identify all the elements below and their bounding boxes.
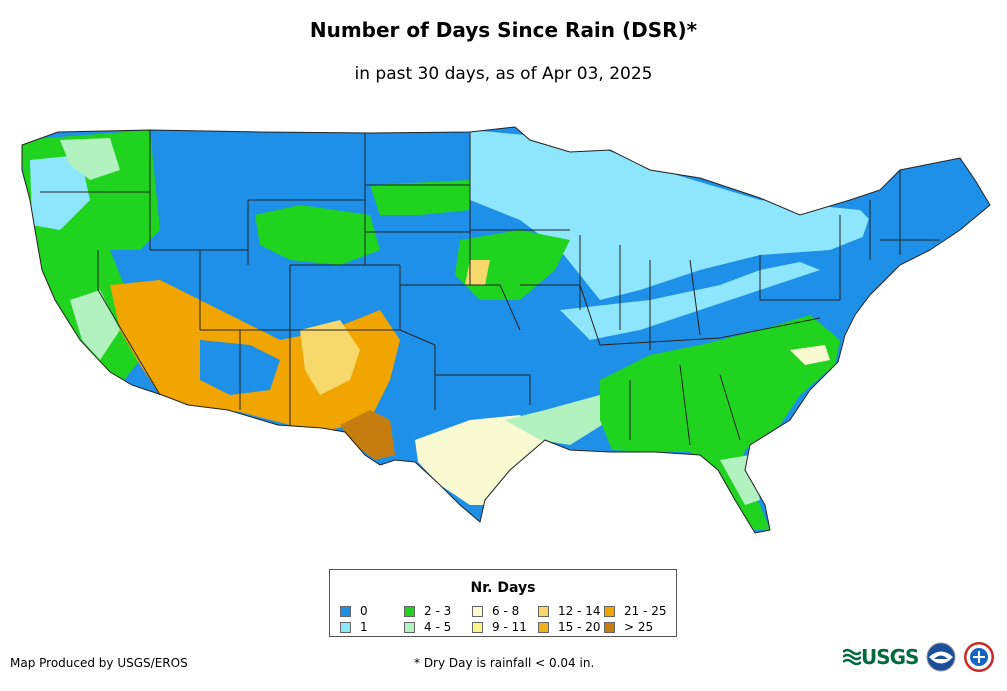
legend-swatch <box>404 621 415 633</box>
legend-label: 2 - 3 <box>424 604 452 618</box>
precipitation-fill <box>22 127 990 533</box>
legend-item-15-20: 15 - 20 <box>538 620 601 634</box>
legend-swatch <box>472 605 483 617</box>
legend-label: 0 <box>360 604 368 618</box>
legend-label: 21 - 25 <box>624 604 667 618</box>
footnote-text: * Dry Day is rainfall < 0.04 in. <box>414 656 595 670</box>
zone-2-3-dakotas <box>370 180 470 215</box>
legend-item-gt-25: > 25 <box>604 620 653 634</box>
legend-swatch <box>538 605 549 617</box>
legend-item-1: 1 <box>340 620 368 634</box>
logo-group: USGS <box>843 640 995 674</box>
zone-6-8-south-texas <box>415 415 545 505</box>
legend-label: > 25 <box>624 620 654 634</box>
noaa-logo-icon <box>926 642 956 672</box>
zone-4-5-louisiana <box>505 395 610 445</box>
nws-logo-icon <box>964 642 995 672</box>
legend-item-21-25: 21 - 25 <box>604 604 667 618</box>
legend-item-4-5: 4 - 5 <box>404 620 451 634</box>
zone-6-8-virginia <box>790 345 830 365</box>
zone-2-3-wyoming <box>255 205 380 265</box>
zone-1-day-band <box>560 262 820 340</box>
map-subtitle: in past 30 days, as of Apr 03, 2025 <box>354 64 653 84</box>
state-borders <box>21 126 991 534</box>
legend-swatch <box>472 621 483 633</box>
zone-12-14-iowa <box>465 260 490 285</box>
legend-label: 6 - 8 <box>492 604 520 618</box>
legend-item-12-14: 12 - 14 <box>538 604 601 618</box>
legend-label: 1 <box>360 620 368 634</box>
legend-swatch <box>604 605 615 617</box>
legend-label: 9 - 11 <box>492 620 527 634</box>
map-title: Number of Days Since Rain (DSR)* <box>309 18 698 42</box>
usgs-logo: USGS <box>843 645 919 669</box>
zone-4-5-washington <box>60 138 120 180</box>
legend-item-0: 0 <box>340 604 368 618</box>
zone-2-3-southeast <box>600 315 840 530</box>
legend-swatch <box>404 605 415 617</box>
usgs-wave-icon <box>843 648 861 666</box>
legend-swatch <box>340 621 351 633</box>
legend-item-9-11: 9 - 11 <box>472 620 527 634</box>
legend-label: 4 - 5 <box>424 620 452 634</box>
credit-text: Map Produced by USGS/EROS <box>10 656 188 670</box>
legend-swatch <box>538 621 549 633</box>
legend-label: 12 - 14 <box>558 604 601 618</box>
zone-1-day-north <box>470 130 880 300</box>
legend-item-2-3: 2 - 3 <box>404 604 451 618</box>
zone-gt25-west-texas <box>340 410 395 460</box>
legend-title: Nr. Days <box>470 580 536 596</box>
zone-4-5-california <box>70 290 120 360</box>
legend-label: 15 - 20 <box>558 620 601 634</box>
legend-swatch <box>340 605 351 617</box>
legend-box: Nr. Days 0 1 2 - 3 4 - 5 6 - 8 9 - 11 12… <box>329 569 677 637</box>
legend-item-6-8: 6 - 8 <box>472 604 519 618</box>
legend-swatch <box>604 621 615 633</box>
usgs-wordmark: USGS <box>861 645 919 669</box>
zone-12-14-newmexico <box>300 320 360 395</box>
zone-0-new-england <box>860 158 990 265</box>
